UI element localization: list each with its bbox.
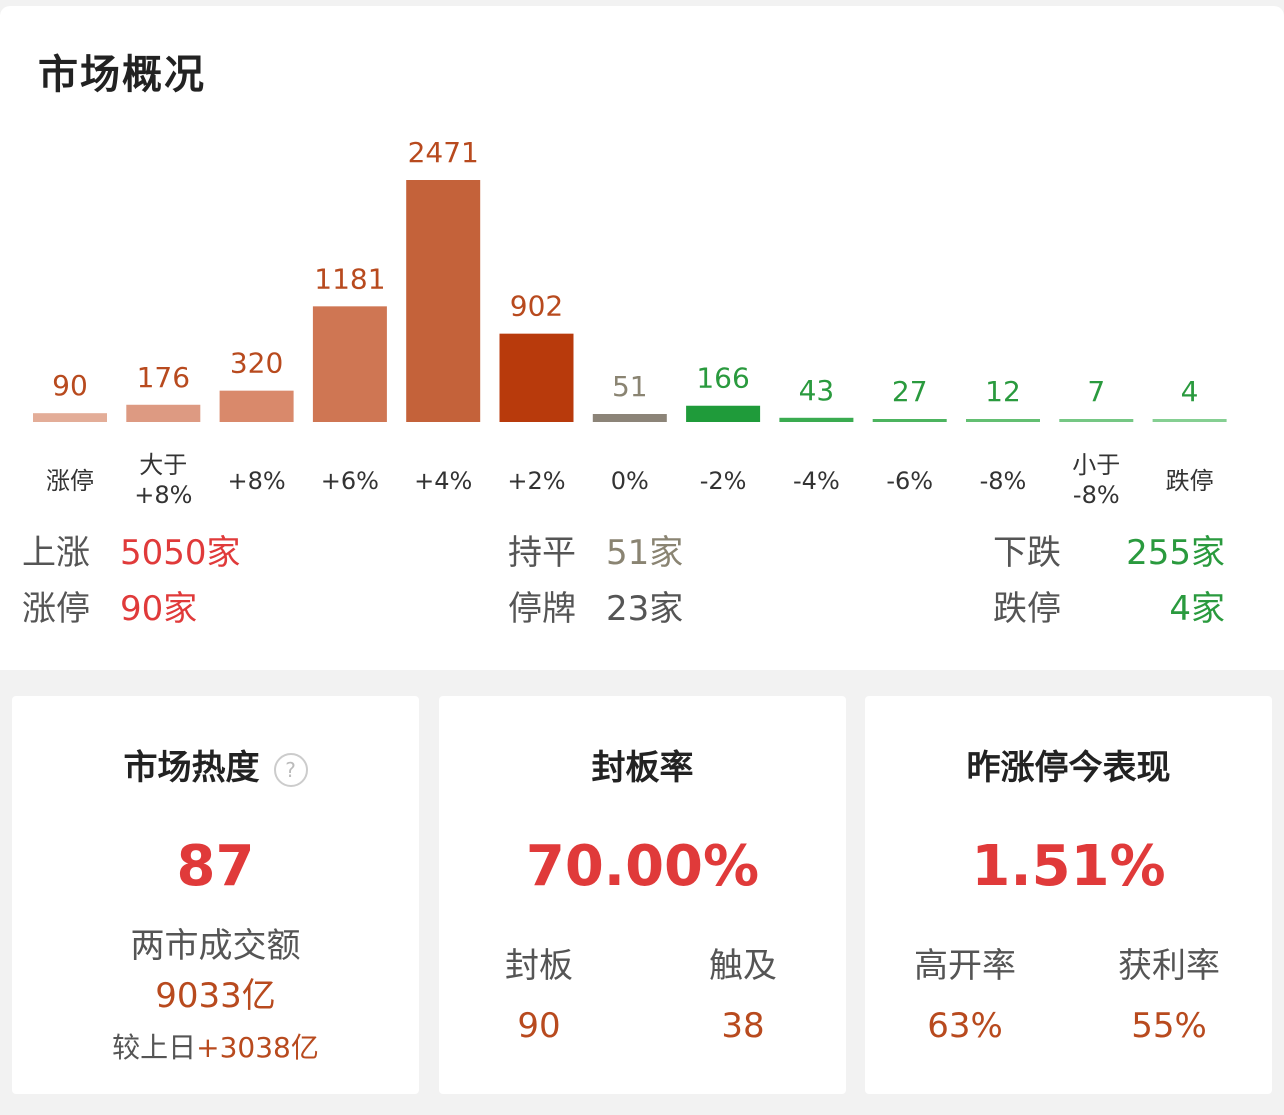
category-label: +4% [398, 466, 488, 496]
category-label: +8% [212, 466, 302, 496]
category-label-line: +6% [320, 467, 379, 495]
seal-rate-card[interactable]: 封板率 70.00% 封板 90 触及 38 [439, 696, 846, 1094]
category-label: -4% [771, 466, 861, 496]
category-label-line: +8% [227, 467, 286, 495]
bar-10 [966, 419, 1040, 422]
category-label: -2% [678, 466, 768, 496]
bar-value-label: 320 [230, 347, 283, 380]
distribution-bar-chart: 90 176 320 1181 2471 902 51 166 43 27 12 7 4 [33, 136, 1227, 422]
seal-rate-title: 封板率 [591, 748, 694, 788]
stat-limit-down: 跌停 4家 [993, 589, 1225, 629]
stat-up-label: 上涨 [22, 533, 90, 573]
category-label: 0% [585, 466, 675, 496]
turnover-compare: 较上日+3038亿 [12, 1026, 419, 1066]
turnover-label: 两市成交额 [130, 926, 301, 966]
bar-12 [1152, 419, 1227, 422]
category-label-line: +4% [414, 467, 473, 495]
category-label-line: -6% [886, 467, 934, 495]
bar-2 [219, 390, 294, 422]
category-label: -6% [865, 466, 955, 496]
bar-3 [312, 306, 387, 422]
stat-suspended-value: 23家 [606, 589, 684, 629]
stat-limit-up-label: 涨停 [22, 589, 90, 629]
stat-limit-up: 涨停 90家 [22, 589, 197, 629]
category-label-line: 跌停 [1165, 467, 1214, 495]
bar-0 [33, 413, 107, 422]
touched-value: 38 [721, 1006, 765, 1046]
bar-value-label: 1181 [314, 262, 385, 295]
bar-value-label: 90 [52, 369, 88, 402]
bar-11 [1059, 419, 1134, 422]
bar-value-label: 902 [510, 290, 563, 323]
category-label: 涨停 [25, 466, 115, 496]
bar-8 [779, 417, 854, 422]
bar-5 [499, 333, 574, 422]
bar-9 [872, 419, 947, 422]
profit-rate-label: 获利率 [1118, 946, 1220, 986]
bar-value-label: 12 [985, 375, 1021, 408]
turnover-value: 9033亿 [155, 976, 276, 1016]
profit-rate-value: 55% [1131, 1006, 1207, 1046]
yesterday-limit-up-value: 1.51% [971, 834, 1166, 899]
category-label-line: +2% [507, 467, 566, 495]
category-label-line: -8% [1072, 481, 1120, 509]
market-heat-card[interactable]: 市场热度? 87 两市成交额 9033亿 较上日+3038亿 [12, 696, 419, 1094]
high-open-rate-value: 63% [927, 1006, 1003, 1046]
stat-limit-up-value: 90家 [120, 589, 198, 629]
touched-label: 触及 [709, 946, 777, 986]
category-label-line: 大于 [139, 451, 188, 479]
bar-value-label: 51 [612, 370, 648, 403]
help-icon[interactable]: ? [273, 752, 308, 787]
stat-limit-down-label: 跌停 [993, 589, 1061, 629]
sealed-label: 封板 [505, 946, 573, 986]
stat-limit-down-value: 4家 [1169, 589, 1225, 629]
bar-value-label: 176 [137, 361, 190, 394]
stat-suspended: 停牌 23家 [508, 589, 683, 629]
sealed-value: 90 [517, 1006, 561, 1046]
stat-up: 上涨 5050家 [22, 533, 241, 573]
bar-6 [592, 414, 667, 422]
stat-down: 下跌 255家 [993, 533, 1225, 573]
stat-flat-label: 持平 [508, 533, 576, 573]
bar-value-label: 7 [1087, 375, 1105, 408]
category-label-line: 涨停 [46, 467, 94, 495]
bar-value-label: 43 [799, 374, 835, 407]
stat-flat: 持平 51家 [508, 533, 683, 573]
category-label-line: -8% [979, 467, 1027, 495]
stat-down-value: 255家 [1126, 533, 1225, 573]
bar-value-label: 27 [892, 375, 928, 408]
stat-up-value: 5050家 [120, 533, 241, 573]
category-label: 小于 -8% [1051, 450, 1141, 510]
category-label: +2% [492, 466, 582, 496]
bar-1 [126, 404, 201, 422]
category-label: +6% [305, 466, 395, 496]
market-overview-panel: 市场概况 90 176 320 1181 2471 902 51 166 43 27 12 7 4 涨停… [0, 6, 1284, 670]
compare-prefix: 较上日 [112, 1031, 197, 1064]
stat-suspended-label: 停牌 [508, 589, 576, 629]
compare-value: +3038亿 [196, 1031, 319, 1064]
stat-down-label: 下跌 [993, 533, 1061, 573]
market-heat-value: 87 [176, 834, 255, 899]
yesterday-limit-up-card[interactable]: 昨涨停今表现 1.51% 高开率 63% 获利率 55% [865, 696, 1272, 1094]
market-heat-title: 市场热度? [12, 740, 419, 789]
bar-7 [686, 405, 761, 422]
category-label-line: 0% [610, 467, 649, 495]
category-label-line: -2% [699, 467, 747, 495]
bar-value-label: 4 [1181, 375, 1199, 408]
category-label-line: -4% [793, 467, 840, 495]
category-label-line: 小于 [1072, 451, 1121, 479]
bar-value-label: 2471 [408, 136, 479, 169]
category-label: 跌停 [1145, 466, 1235, 496]
category-label: 大于 +8% [118, 450, 208, 510]
bar-value-label: 166 [696, 362, 749, 395]
bar-4 [406, 180, 481, 422]
category-label: -8% [958, 466, 1048, 496]
yesterday-limit-up-title: 昨涨停今表现 [966, 748, 1171, 788]
page-title: 市场概况 [38, 52, 206, 98]
high-open-rate-label: 高开率 [914, 946, 1016, 986]
seal-rate-value: 70.00% [525, 834, 760, 899]
category-label-line: +8% [134, 481, 193, 509]
stat-flat-value: 51家 [606, 533, 684, 573]
